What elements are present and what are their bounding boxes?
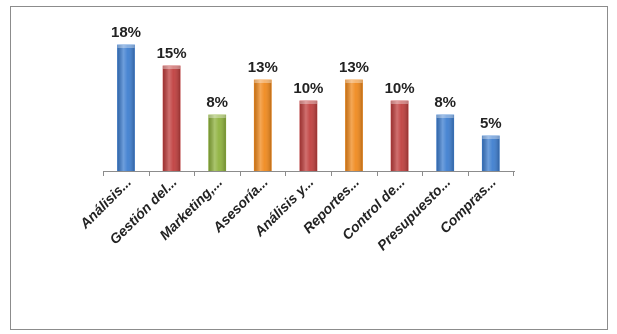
bar-shine [436, 115, 454, 171]
data-label: 5% [480, 115, 502, 132]
bar-shine [482, 136, 500, 171]
bar-top-highlight [117, 45, 135, 48]
bar [117, 44, 135, 172]
bar-top-highlight [208, 115, 226, 118]
bar-shine [299, 101, 317, 171]
bar-top-highlight [299, 101, 317, 104]
bar [253, 79, 272, 172]
data-label: 13% [248, 59, 278, 76]
data-label: 8% [434, 94, 456, 111]
bar-shine [163, 66, 181, 171]
category-labels: Análisis...Gestión del...Marketing,...As… [76, 174, 499, 254]
bar-shine [208, 115, 226, 171]
data-label: 15% [157, 45, 187, 62]
bar [208, 114, 227, 172]
bar-top-highlight [163, 66, 181, 69]
bar [436, 114, 455, 172]
bar-shine [117, 45, 135, 171]
bar-shine [391, 101, 409, 171]
bar [162, 65, 181, 172]
bar [299, 100, 318, 172]
bar-shine [345, 80, 363, 171]
bar-top-highlight [436, 115, 454, 118]
data-label: 18% [111, 24, 141, 41]
bar-top-highlight [254, 80, 272, 83]
bar-top-highlight [345, 80, 363, 83]
data-label: 13% [339, 59, 369, 76]
bar [481, 135, 500, 172]
bar-shine [254, 80, 272, 171]
bar-top-highlight [391, 101, 409, 104]
bars-layer [117, 44, 500, 172]
bar [345, 79, 363, 172]
bar [390, 100, 409, 172]
data-label: 10% [293, 80, 323, 97]
bar-top-highlight [482, 136, 500, 139]
data-label: 8% [206, 94, 228, 111]
data-label: 10% [385, 80, 415, 97]
x-axis [103, 171, 515, 176]
data-labels: 18% 15% 8% 13% 10% 13% 10% 8% 5% [111, 24, 502, 132]
